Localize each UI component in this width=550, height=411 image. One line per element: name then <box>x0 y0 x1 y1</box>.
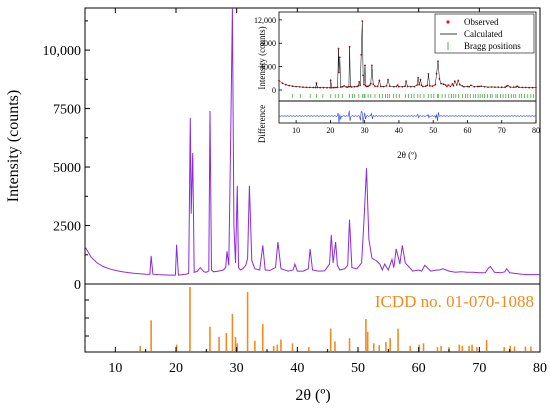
x-tick-label: 10 <box>108 361 122 376</box>
x-tick-label: 40 <box>290 361 304 376</box>
reference-card-label: ICDD no. 01-070-1088 <box>375 292 534 311</box>
inset-x-tick-label: 30 <box>361 126 369 135</box>
inset-x-tick-label: 80 <box>532 126 540 135</box>
inset-x-tick-label: 10 <box>292 126 300 135</box>
inset-x-tick-label: 60 <box>463 126 471 135</box>
main-y-axis-label: Intensity (counts) <box>5 90 22 202</box>
legend-bragg-label: Bragg positions <box>464 41 521 51</box>
inset-x-axis-label: 2θ (º) <box>397 150 417 160</box>
main-pattern-line <box>84 7 540 276</box>
x-tick-label: 30 <box>230 361 244 376</box>
main-y-tick-label: 10,000 <box>43 44 82 59</box>
inset-y-axis-label: Intensity (counts) <box>257 26 267 89</box>
main-y-tick-label: 2500 <box>53 220 81 235</box>
x-axis: 10 20 30 40 50 60 70 80 <box>84 8 547 376</box>
main-y-tick-label: 7500 <box>53 103 81 118</box>
inset-y-tick-label: 12,000 <box>254 16 276 25</box>
main-y-tick-label: 0 <box>74 278 81 293</box>
inset-y-tick-label: 4000 <box>260 63 276 72</box>
inset-x-axis: 10 20 30 40 50 60 70 80 <box>292 120 540 135</box>
inset-x-tick-label: 50 <box>429 126 437 135</box>
inset-difference-label: Difference <box>257 105 267 143</box>
inset-x-tick-label: 20 <box>326 126 334 135</box>
inset-difference-frame <box>278 100 537 124</box>
inset-x-tick-label: 70 <box>498 126 506 135</box>
inset-y-axis: 0 4000 8000 12,000 <box>254 16 282 95</box>
inset-x-tick-label: 40 <box>395 126 403 135</box>
refinement-inset: 0 4000 8000 12,000 10 20 30 40 50 60 70 80 Intensi… <box>254 11 540 160</box>
inset-y-tick-label: 0 <box>272 86 276 95</box>
inset-y-tick-label: 8000 <box>260 39 276 48</box>
legend-calculated-label: Calculated <box>464 29 503 39</box>
main-y-axis: 0 2500 5000 7500 10,000 <box>43 20 90 293</box>
inset-legend: Observed Calculated Bragg positions <box>434 13 535 54</box>
inset-difference-line <box>278 110 537 123</box>
x-axis-label: 2θ (º) <box>295 387 330 404</box>
x-tick-label: 70 <box>472 361 486 376</box>
reference-y-ticks <box>85 299 89 337</box>
x-tick-label: 20 <box>169 361 183 376</box>
x-tick-label: 60 <box>412 361 426 376</box>
legend-observed-label: Observed <box>464 17 499 27</box>
legend-box <box>434 13 535 54</box>
legend-observed-marker <box>446 20 450 24</box>
x-tick-label: 50 <box>351 361 365 376</box>
inset-calculated-line <box>278 20 536 89</box>
x-tick-label: 80 <box>533 361 547 376</box>
inset-bragg-ticks <box>292 94 534 98</box>
reference-pattern-panel: ICDD no. 01-070-1088 10 20 30 40 50 60 70 80 2θ… <box>84 8 547 404</box>
main-y-tick-label: 5000 <box>53 161 81 176</box>
reference-bars <box>139 287 532 351</box>
